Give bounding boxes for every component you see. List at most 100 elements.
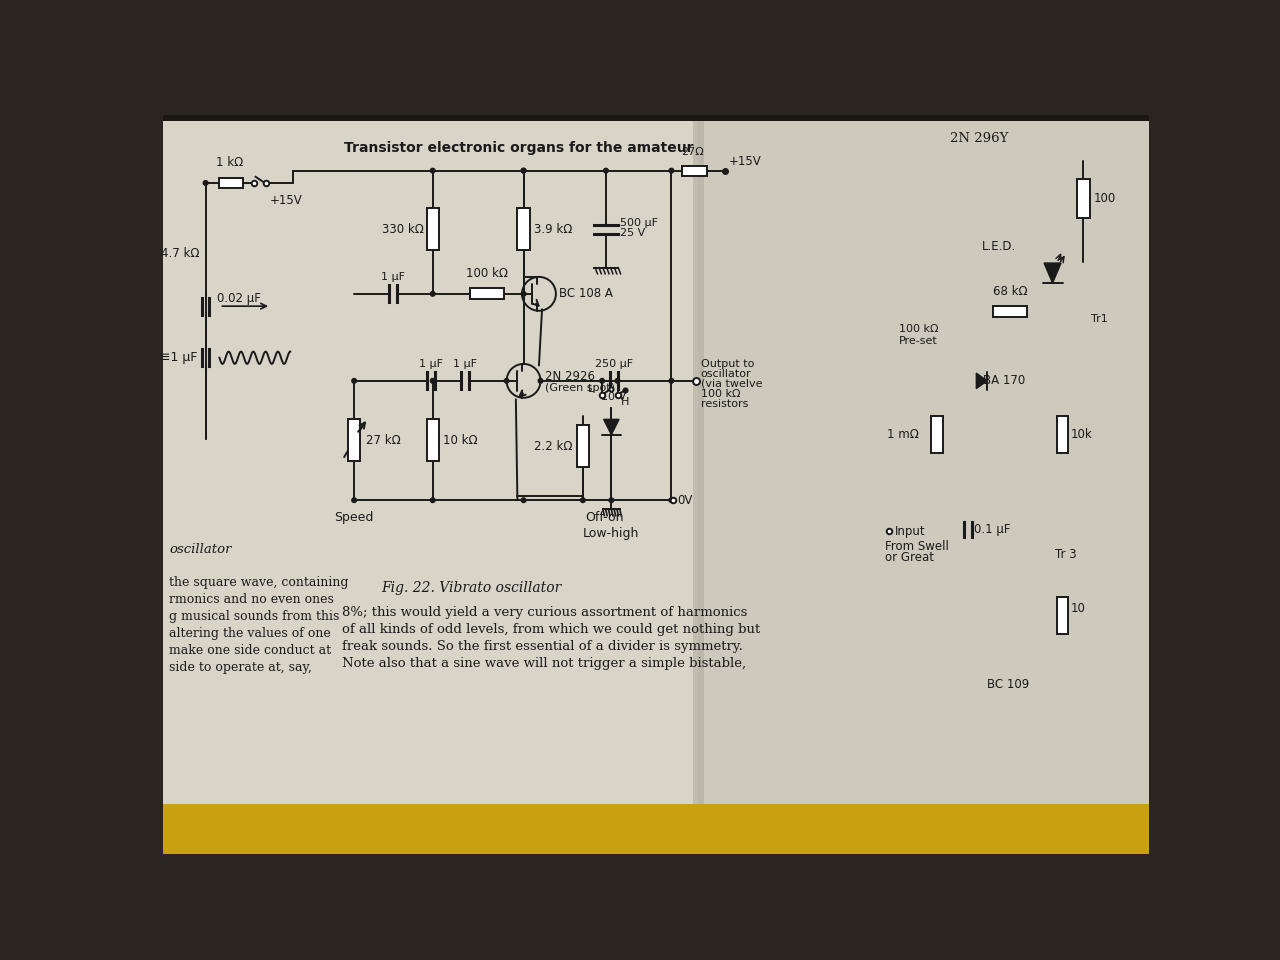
Circle shape — [521, 498, 526, 502]
Text: 3.9 kΩ: 3.9 kΩ — [534, 223, 572, 235]
Bar — [699, 115, 1149, 854]
Bar — [470, 288, 503, 300]
Circle shape — [521, 292, 526, 296]
Text: (via twelve: (via twelve — [700, 379, 762, 389]
Text: Fig. 22. Vibrato oscillator: Fig. 22. Vibrato oscillator — [381, 581, 562, 595]
Text: Note also that a sine wave will not trigger a simple bistable,: Note also that a sine wave will not trig… — [342, 658, 746, 670]
Text: g musical sounds from this: g musical sounds from this — [169, 611, 339, 623]
Text: 100 kΩ: 100 kΩ — [466, 267, 508, 280]
Polygon shape — [1044, 263, 1061, 283]
Text: 10: 10 — [1070, 602, 1085, 614]
Text: 4.7 kΩ: 4.7 kΩ — [161, 248, 200, 260]
Text: Low-high: Low-high — [584, 527, 640, 540]
Text: oscillator: oscillator — [700, 369, 751, 379]
Text: 100 kΩ: 100 kΩ — [700, 389, 740, 399]
Text: 68 kΩ: 68 kΩ — [993, 285, 1028, 299]
Text: Speed: Speed — [334, 511, 374, 524]
Text: 100 kΩ: 100 kΩ — [899, 324, 938, 334]
Circle shape — [669, 168, 673, 173]
Polygon shape — [604, 420, 620, 435]
Bar — [219, 178, 243, 188]
Bar — [164, 115, 1149, 121]
Text: Off-on: Off-on — [585, 511, 623, 524]
Text: 1 kΩ: 1 kΩ — [216, 156, 243, 169]
Text: 25 V: 25 V — [620, 228, 645, 238]
Bar — [993, 306, 1027, 317]
Text: 250 μF: 250 μF — [595, 358, 632, 369]
Text: of all kinds of odd levels, from which we could get nothing but: of all kinds of odd levels, from which w… — [342, 623, 760, 636]
Text: 10 V: 10 V — [602, 392, 626, 401]
Text: 100: 100 — [1094, 192, 1116, 204]
Text: 1 μF: 1 μF — [453, 358, 477, 369]
Bar — [426, 208, 439, 251]
Bar — [426, 419, 439, 462]
Text: resistors: resistors — [700, 399, 748, 409]
Text: 10 kΩ: 10 kΩ — [443, 434, 477, 446]
Bar — [517, 208, 530, 251]
Text: or Great: or Great — [886, 551, 934, 564]
Bar — [682, 166, 707, 176]
Text: BC 109: BC 109 — [987, 679, 1029, 691]
Bar — [692, 115, 704, 854]
Text: 1 mΩ: 1 mΩ — [887, 428, 919, 442]
Circle shape — [352, 498, 356, 502]
Text: 330 kΩ: 330 kΩ — [381, 223, 424, 235]
Text: L.E.D.: L.E.D. — [982, 240, 1016, 252]
Circle shape — [604, 168, 608, 173]
Text: rmonics and no even ones: rmonics and no even ones — [169, 593, 334, 607]
Circle shape — [600, 378, 604, 383]
Text: 27Ω: 27Ω — [681, 147, 704, 156]
Text: ≡1 μF: ≡1 μF — [160, 351, 198, 364]
Bar — [1057, 597, 1069, 635]
Text: Tr 3: Tr 3 — [1055, 547, 1076, 561]
Text: freak sounds. So the first essential of a divider is symmetry.: freak sounds. So the first essential of … — [342, 640, 742, 654]
Text: 500 μF: 500 μF — [620, 218, 658, 228]
Text: BA 170: BA 170 — [983, 374, 1025, 387]
Bar — [1078, 180, 1089, 218]
Circle shape — [581, 498, 585, 502]
Text: L: L — [588, 384, 594, 394]
Circle shape — [669, 498, 673, 502]
Circle shape — [609, 498, 613, 502]
Circle shape — [521, 168, 526, 173]
Bar — [164, 804, 1149, 854]
Text: Output to: Output to — [700, 359, 754, 369]
Text: BC 108 A: BC 108 A — [559, 287, 613, 300]
Bar — [348, 419, 361, 462]
Polygon shape — [977, 373, 987, 389]
Text: altering the values of one: altering the values of one — [169, 627, 332, 640]
Circle shape — [521, 168, 526, 173]
Text: 0.02 μF: 0.02 μF — [218, 292, 261, 305]
Circle shape — [538, 378, 543, 383]
Bar — [164, 115, 699, 854]
Circle shape — [204, 180, 207, 185]
Text: make one side conduct at: make one side conduct at — [169, 644, 332, 658]
Text: From Swell: From Swell — [886, 540, 950, 553]
Text: 10k: 10k — [1070, 428, 1092, 442]
Text: 2N 2926: 2N 2926 — [545, 370, 595, 383]
Bar — [932, 417, 943, 453]
Text: the square wave, containing: the square wave, containing — [169, 576, 349, 589]
Text: 0.1 μF: 0.1 μF — [974, 523, 1010, 536]
Bar — [577, 425, 589, 468]
Text: 1 μF: 1 μF — [419, 358, 443, 369]
Text: 0V: 0V — [677, 493, 692, 507]
Text: Pre-set: Pre-set — [899, 336, 937, 346]
Text: (Green spot): (Green spot) — [545, 383, 616, 393]
Bar — [1057, 417, 1069, 453]
Text: Tr1: Tr1 — [1091, 314, 1107, 324]
Text: oscillator: oscillator — [169, 542, 232, 556]
Text: H: H — [621, 397, 628, 407]
Circle shape — [430, 168, 435, 173]
Text: +15V: +15V — [728, 155, 762, 168]
Circle shape — [430, 292, 435, 296]
Text: 1 μF: 1 μF — [380, 272, 404, 281]
Text: side to operate at, say,: side to operate at, say, — [169, 661, 312, 674]
Circle shape — [430, 498, 435, 502]
Text: 27 kΩ: 27 kΩ — [366, 434, 401, 446]
Text: 2N 296Y: 2N 296Y — [950, 132, 1009, 145]
Circle shape — [669, 378, 673, 383]
Text: +15V: +15V — [270, 194, 302, 206]
Text: 8%; this would yield a very curious assortment of harmonics: 8%; this would yield a very curious asso… — [342, 607, 748, 619]
Circle shape — [352, 378, 356, 383]
